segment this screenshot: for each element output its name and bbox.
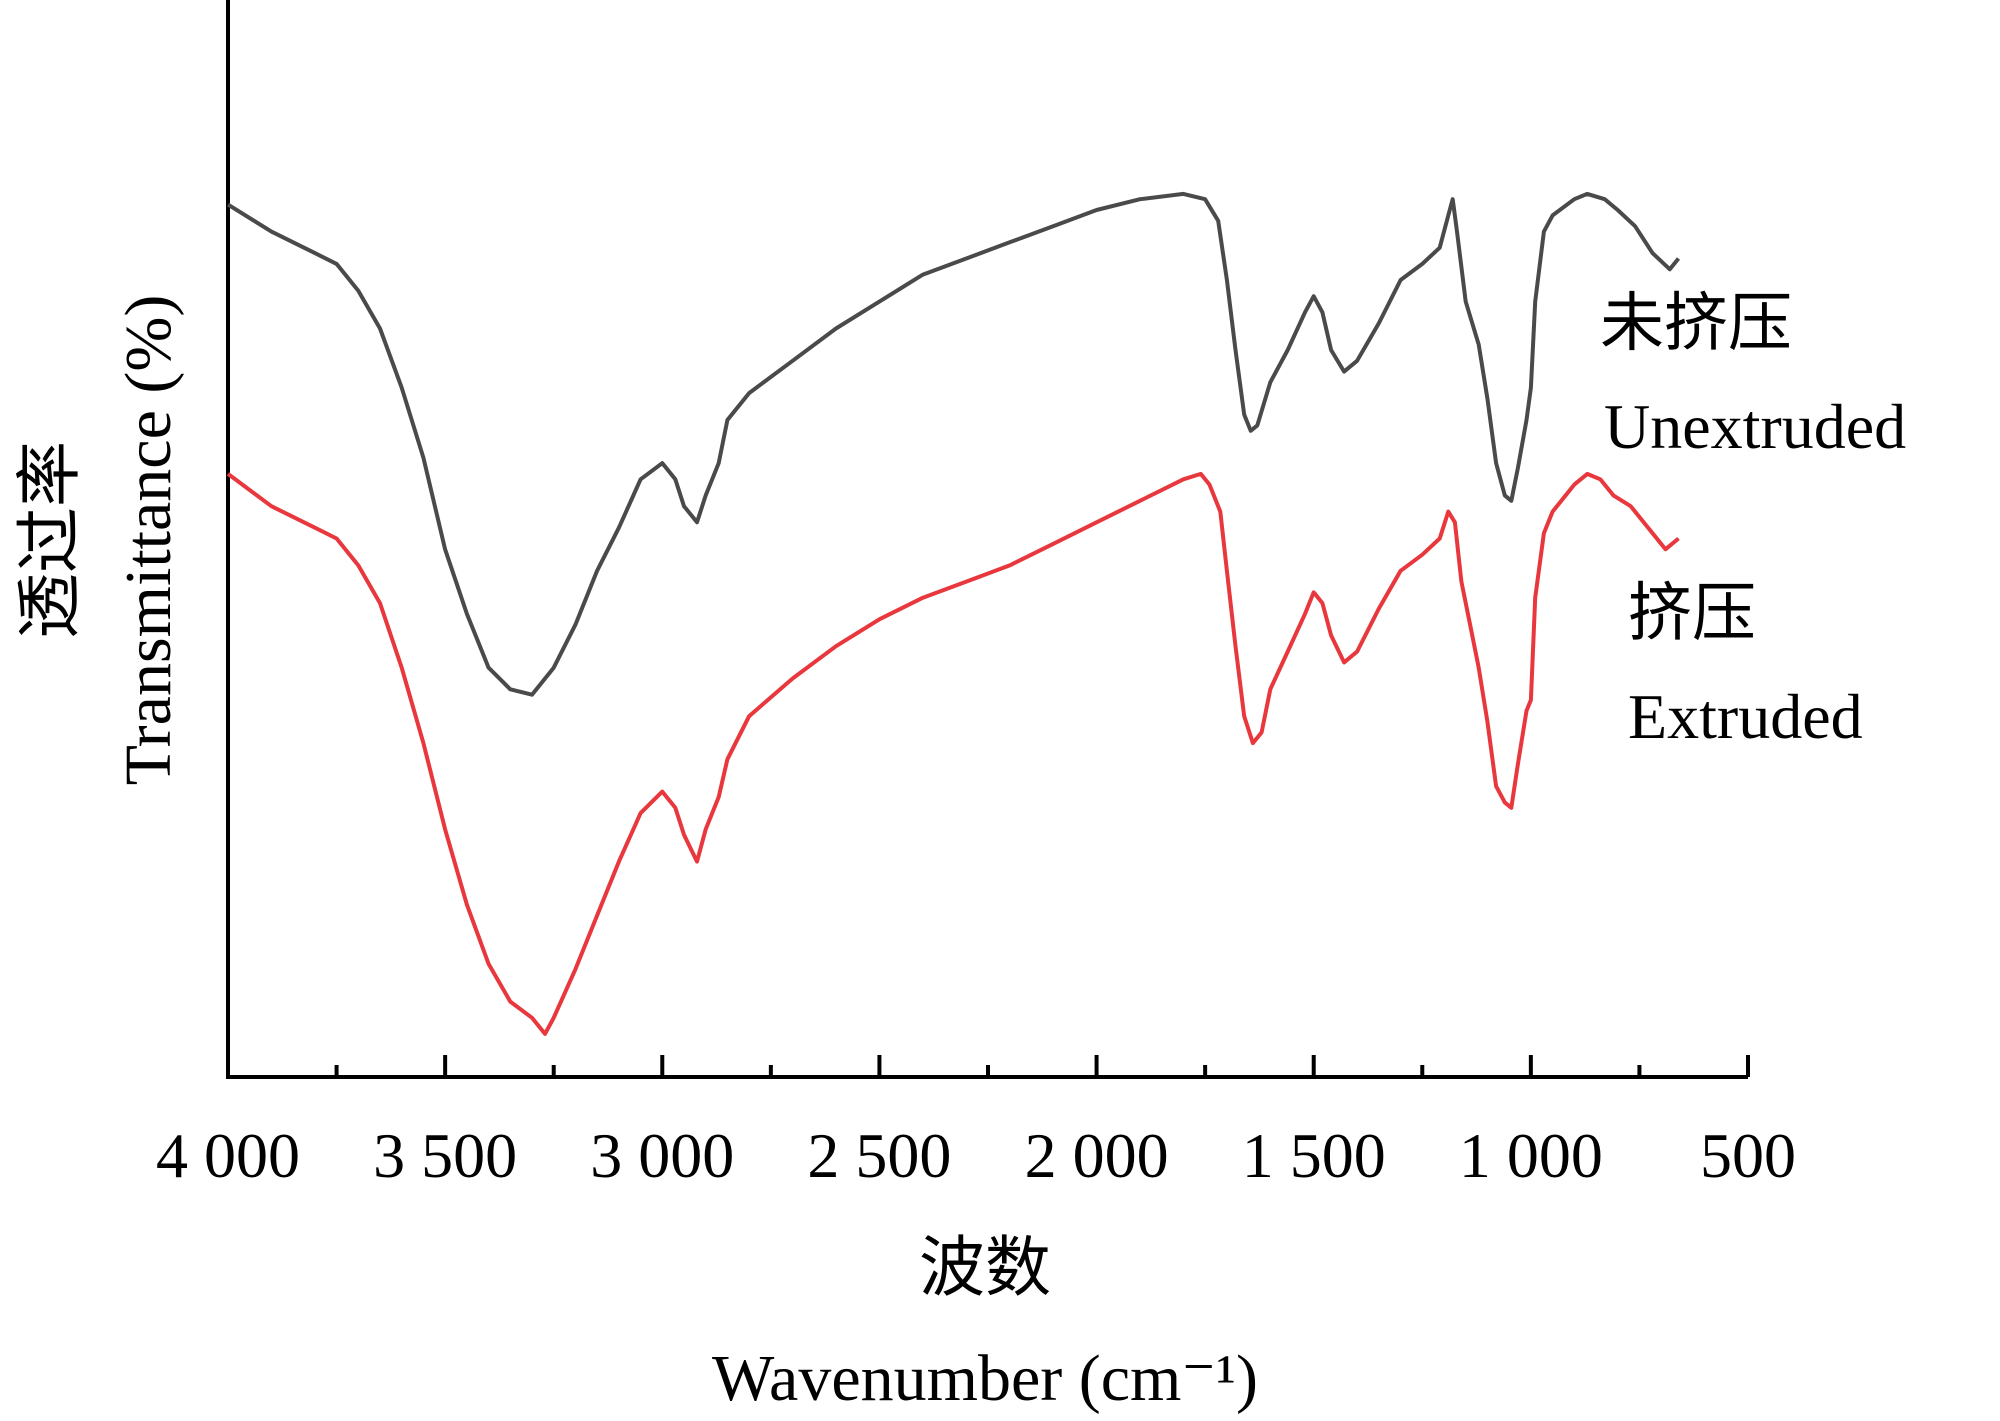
plot-area: 4 000 3 500 3 000 2 500 2 000 1 500 1 000 500 — [156, 0, 1796, 1191]
series-layer — [226, 191, 1681, 1036]
y-axis-title: Transmittance (%) — [112, 295, 185, 786]
x-tick-label: 3 000 — [590, 1120, 734, 1191]
x-tick-label: 500 — [1700, 1120, 1796, 1191]
series-line-extruded — [226, 471, 1680, 1036]
series-label-extruded: Extruded — [1628, 681, 1863, 752]
series-line-unextruded — [226, 191, 1681, 697]
x-axis-title: Wavenumber (cm⁻¹) — [712, 1342, 1258, 1415]
x-tick-label: 1 500 — [1242, 1120, 1386, 1191]
x-tick-label: 2 000 — [1025, 1120, 1169, 1191]
x-axis-ticks: 4 000 3 500 3 000 2 500 2 000 1 500 1 000 500 — [156, 1055, 1796, 1191]
y-axis-title-cn: 透过率 — [14, 441, 87, 639]
series-label-unextruded: Unextruded — [1604, 391, 1906, 462]
series-labels: 未挤压 Unextruded 挤压 Extruded — [1600, 288, 1906, 752]
x-tick-label: 3 500 — [373, 1120, 517, 1191]
x-tick-label: 4 000 — [156, 1120, 300, 1191]
series-label-unextruded-cn: 未挤压 — [1600, 288, 1792, 359]
x-axis-title-cn: 波数 — [919, 1232, 1051, 1305]
x-tick-label: 1 000 — [1459, 1120, 1603, 1191]
x-tick-label: 2 500 — [807, 1120, 951, 1191]
series-label-extruded-cn: 挤压 — [1628, 578, 1756, 649]
